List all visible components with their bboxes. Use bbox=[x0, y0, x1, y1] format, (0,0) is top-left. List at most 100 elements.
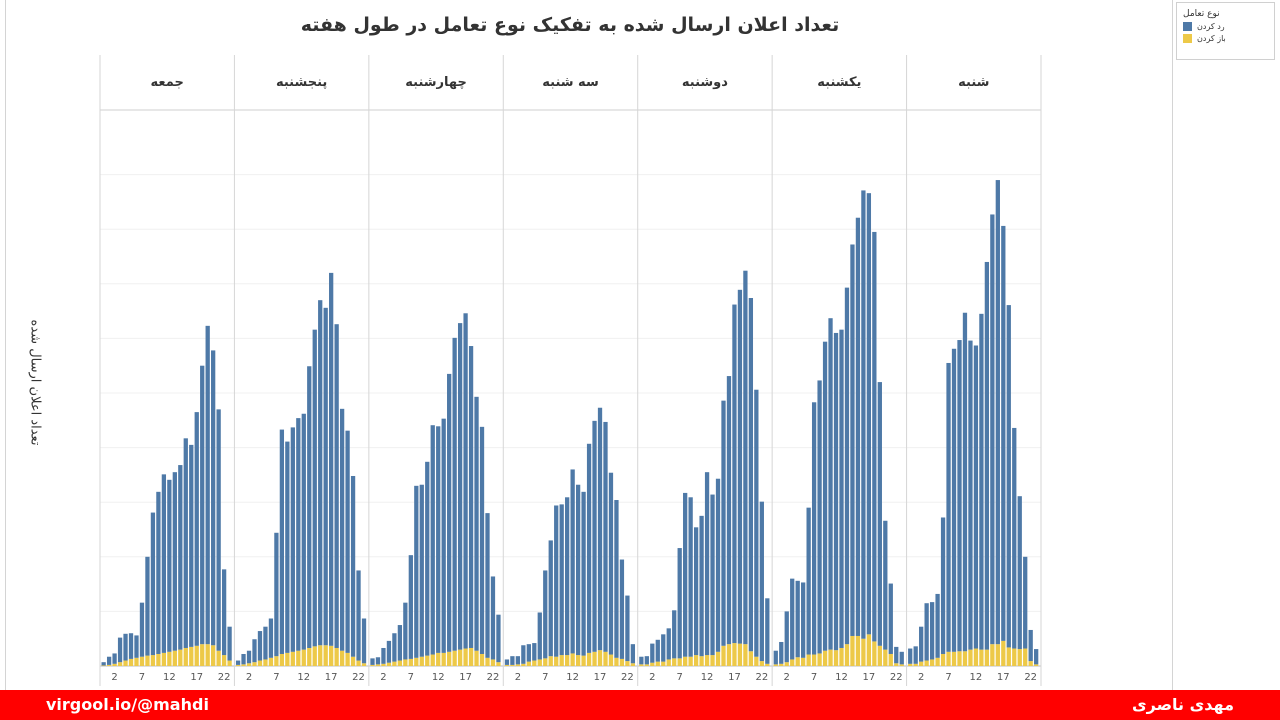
bar-open bbox=[570, 653, 575, 666]
bar-reject bbox=[973, 345, 979, 649]
panel-label: یکشنبه bbox=[817, 75, 861, 90]
bar-reject bbox=[134, 635, 139, 658]
bar-open bbox=[339, 650, 345, 666]
bar-reject bbox=[375, 657, 381, 665]
bar-reject bbox=[370, 658, 375, 665]
bar-reject bbox=[790, 578, 795, 660]
bar-reject bbox=[414, 485, 419, 658]
bar-reject bbox=[526, 644, 531, 662]
bar-open bbox=[145, 655, 150, 666]
footer-author: مهدی ناصری bbox=[1131, 695, 1234, 714]
bar-reject bbox=[521, 645, 526, 664]
bar-reject bbox=[548, 540, 553, 657]
bar-reject bbox=[1012, 427, 1017, 649]
bar-reject bbox=[318, 300, 323, 646]
bar-open bbox=[872, 641, 877, 666]
bar-reject bbox=[592, 420, 597, 652]
bar-open bbox=[279, 653, 285, 666]
bar-open bbox=[532, 660, 537, 666]
bar-reject bbox=[227, 626, 232, 661]
bar-reject bbox=[710, 494, 715, 656]
bar-reject bbox=[246, 650, 252, 664]
bar-reject bbox=[312, 329, 317, 647]
footer-bar bbox=[0, 690, 1280, 720]
bar-reject bbox=[510, 656, 515, 665]
bar-reject bbox=[979, 313, 984, 650]
bar-reject bbox=[257, 631, 263, 661]
bar-open bbox=[408, 658, 413, 666]
bar-open bbox=[430, 654, 435, 666]
bar-open bbox=[106, 664, 112, 666]
bar-reject bbox=[381, 647, 386, 664]
bar-open bbox=[227, 660, 232, 666]
bar-reject bbox=[754, 389, 759, 657]
bar-open bbox=[189, 646, 194, 666]
bar-open bbox=[123, 660, 128, 666]
bar-open bbox=[650, 662, 655, 666]
bar-open bbox=[688, 656, 693, 666]
bar-open bbox=[908, 663, 913, 666]
bar-open bbox=[575, 655, 581, 666]
bar-open bbox=[167, 651, 172, 666]
bar-open bbox=[436, 652, 441, 666]
bar-reject bbox=[178, 465, 183, 650]
bar-reject bbox=[726, 376, 732, 645]
bar-open bbox=[773, 664, 778, 666]
bar-reject bbox=[795, 580, 800, 658]
bar-open bbox=[510, 664, 515, 666]
bar-reject bbox=[112, 653, 117, 664]
bar-reject bbox=[946, 362, 951, 652]
bar-reject bbox=[644, 656, 649, 665]
bar-reject bbox=[828, 318, 833, 650]
bar-open bbox=[474, 650, 479, 666]
x-tick-label: 2 bbox=[649, 672, 655, 683]
bar-reject bbox=[625, 595, 630, 662]
bar-open bbox=[205, 644, 210, 666]
bar-reject bbox=[1001, 225, 1006, 641]
bar-open bbox=[403, 659, 408, 666]
bar-open bbox=[844, 644, 850, 666]
bar-open bbox=[586, 652, 592, 666]
legend-item-reject[interactable]: رد کردن bbox=[1177, 19, 1274, 31]
bar-reject bbox=[894, 646, 899, 664]
x-tick-label: 7 bbox=[542, 672, 548, 683]
bar-reject bbox=[565, 497, 570, 656]
bar-reject bbox=[221, 569, 227, 656]
bar-open bbox=[614, 657, 619, 666]
bar-open bbox=[452, 650, 457, 666]
bar-open bbox=[743, 644, 748, 666]
bar-reject bbox=[296, 418, 301, 651]
bar-open bbox=[1012, 648, 1017, 666]
footer-link[interactable]: virgool.io/@mahdi bbox=[46, 695, 209, 714]
bar-open bbox=[370, 664, 375, 666]
bar-open bbox=[715, 651, 721, 666]
bar-open bbox=[592, 651, 597, 666]
bar-reject bbox=[156, 491, 161, 654]
bar-open bbox=[795, 657, 800, 666]
bar-reject bbox=[655, 639, 660, 662]
bar-reject bbox=[773, 650, 778, 665]
bar-open bbox=[117, 662, 123, 666]
bar-reject bbox=[951, 348, 957, 652]
bar-reject bbox=[888, 583, 893, 654]
bar-reject bbox=[161, 474, 167, 653]
bar-open bbox=[521, 663, 526, 666]
bar-reject bbox=[779, 641, 784, 664]
bar-open bbox=[913, 663, 918, 666]
bar-open bbox=[329, 645, 334, 666]
bar-reject bbox=[784, 611, 789, 663]
bar-open bbox=[241, 664, 246, 666]
bar-reject bbox=[721, 400, 726, 646]
bar-open bbox=[721, 645, 726, 666]
bar-open bbox=[345, 652, 350, 666]
bar-reject bbox=[485, 513, 490, 658]
bar-open bbox=[101, 665, 106, 666]
bar-open bbox=[737, 643, 743, 666]
bar-reject bbox=[329, 272, 334, 646]
bar-reject bbox=[866, 193, 872, 635]
bar-open bbox=[726, 644, 732, 666]
bar-reject bbox=[123, 633, 128, 661]
bar-open bbox=[924, 660, 929, 666]
legend-item-open[interactable]: باز کردن bbox=[1177, 31, 1274, 43]
bar-open bbox=[1006, 647, 1011, 666]
